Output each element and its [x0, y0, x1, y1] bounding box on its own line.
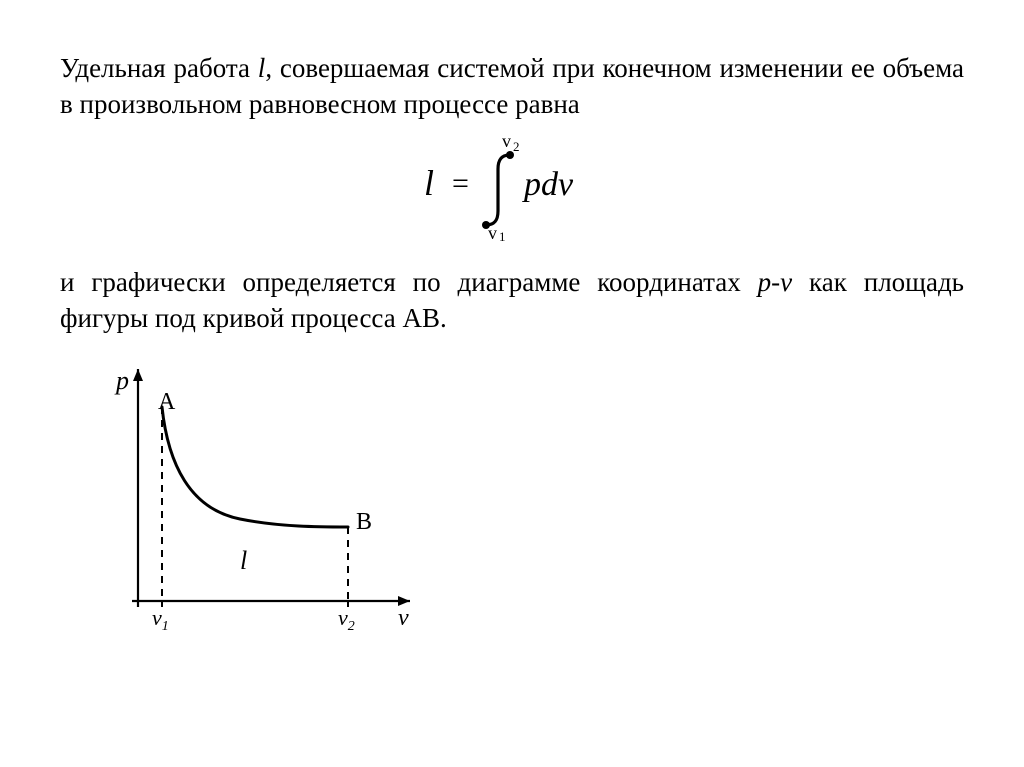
axis-label-v: v — [398, 605, 409, 631]
formula-lower-sub: 1 — [499, 229, 506, 241]
p2-pre: и графически определяется по диаграмме к… — [60, 267, 758, 297]
point-label-a: A — [158, 389, 176, 415]
integral-sign-icon — [482, 151, 514, 229]
area-label-l: l — [240, 546, 247, 575]
formula-eq: = — [452, 167, 469, 200]
tick-label-v1: v1 — [152, 605, 169, 634]
p1-pre: Удельная работа — [60, 53, 258, 83]
pv-diagram: p v A Bl v1 v2 — [80, 359, 964, 654]
formula-upper-sub: 2 — [513, 139, 520, 154]
formula-integrand: pdv — [522, 166, 574, 203]
process-curve — [162, 407, 348, 527]
axis-label-p: p — [114, 366, 129, 395]
point-label-b: B — [356, 509, 372, 535]
formula-lower-v: v — [488, 223, 497, 241]
integral-formula: l = v 2 v 1 pdv — [60, 129, 964, 246]
formula-lhs: l — [424, 163, 434, 203]
paragraph-2: и графически определяется по диаграмме к… — [60, 264, 964, 337]
tick-label-v2: v2 — [338, 605, 355, 634]
y-axis-arrow-icon — [133, 369, 143, 381]
p2-var: p-v — [758, 267, 792, 297]
formula-upper-v: v — [502, 131, 511, 151]
paragraph-1: Удельная работа l, совершаемая системой … — [60, 50, 964, 123]
